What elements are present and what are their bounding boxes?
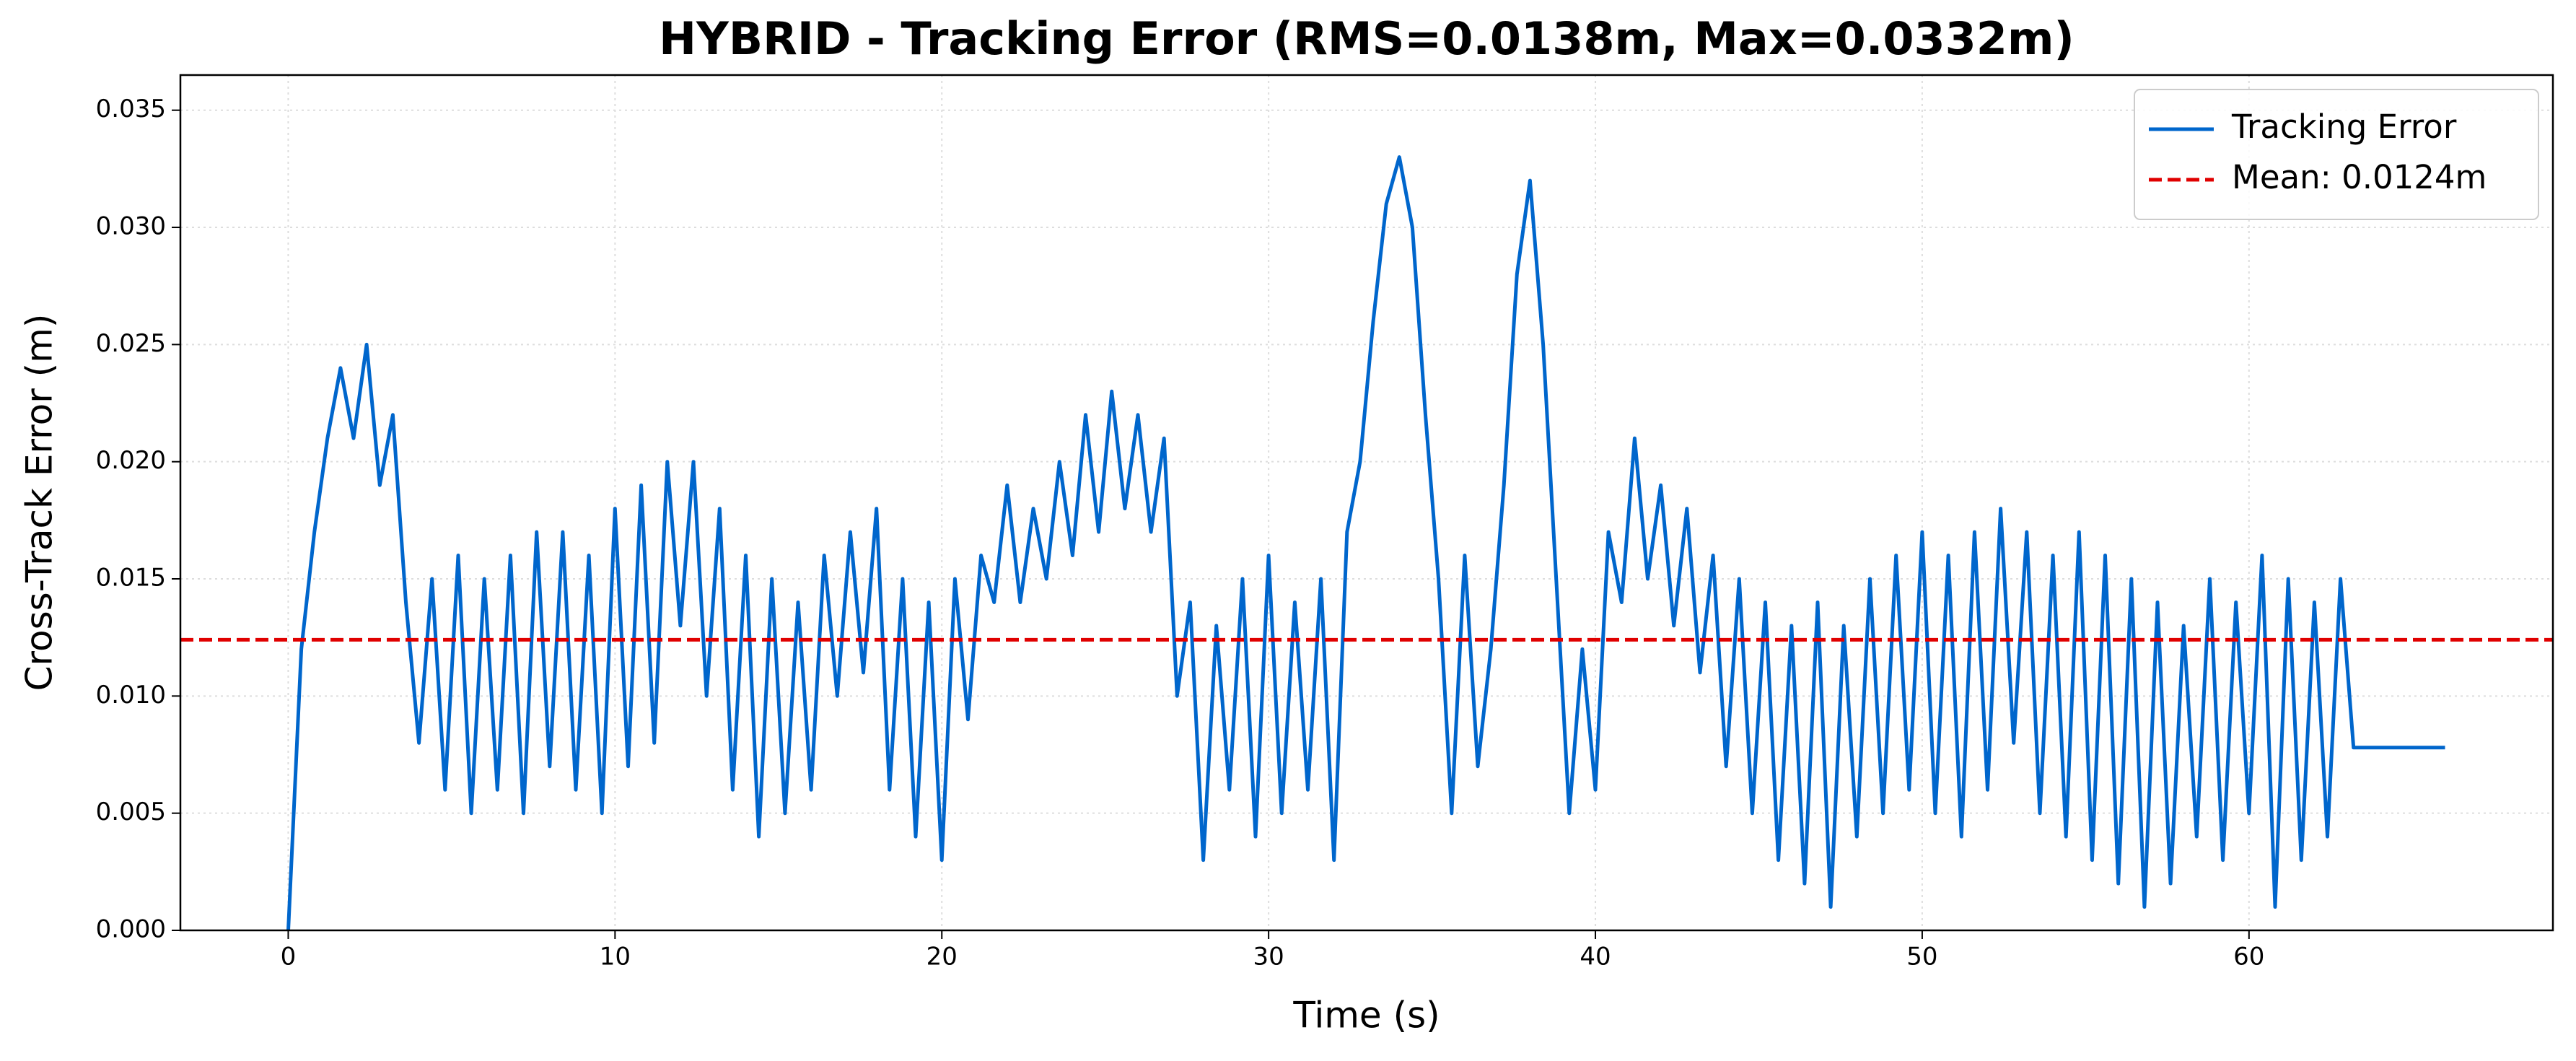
x-tick-label: 40 (1580, 943, 1611, 972)
plot-frame (179, 74, 2554, 932)
legend-label: Tracking Error (2231, 108, 2457, 146)
y-axis-label: Cross-Track Error (m) (19, 314, 61, 691)
y-tick-label: 0.020 (96, 446, 166, 475)
chart-title: HYBRID - Tracking Error (RMS=0.0138m, Ma… (659, 12, 2075, 65)
x-tick-label: 30 (1253, 943, 1284, 972)
legend: Tracking Error Mean: 0.0124m (2134, 89, 2539, 220)
y-tick-label: 0.015 (96, 564, 166, 593)
x-tick-label: 0 (281, 943, 297, 972)
y-tick-label: 0.030 (96, 212, 166, 241)
y-tick-label: 0.010 (96, 681, 166, 709)
x-tick-label: 60 (2233, 943, 2264, 972)
y-tick-label: 0.000 (96, 915, 166, 944)
x-tick-label: 50 (1906, 943, 1937, 972)
y-tick-label: 0.035 (96, 95, 166, 123)
data-line (286, 155, 2445, 931)
x-tick-label: 10 (600, 943, 631, 972)
x-axis-label: Time (s) (1292, 995, 1440, 1036)
legend-label: Mean: 0.0124m (2232, 158, 2487, 196)
y-tick-label: 0.005 (96, 798, 166, 826)
legend-box (2134, 89, 2539, 220)
x-tick-label: 20 (926, 943, 958, 972)
y-tick-label: 0.025 (96, 329, 166, 358)
